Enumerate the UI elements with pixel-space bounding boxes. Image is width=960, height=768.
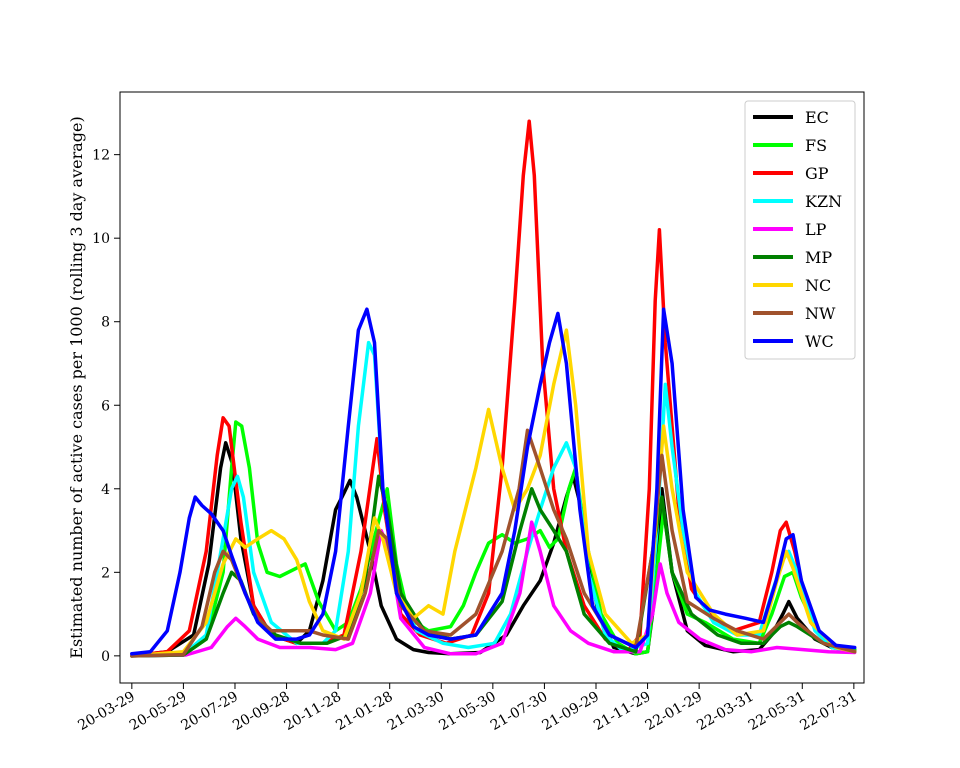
y-tick-label: 4 xyxy=(101,482,110,498)
series-line-lp xyxy=(130,520,857,658)
legend: EC FS GP KZN LP MP NC NW WC xyxy=(744,100,856,360)
x-tick-label: 20-07-29 xyxy=(179,689,241,734)
legend-label-kzn: KZN xyxy=(805,192,842,211)
legend-label-gp: GP xyxy=(805,164,829,183)
x-tick-label: 22-01-29 xyxy=(643,689,705,734)
x-tick-label: 20-09-28 xyxy=(230,689,292,734)
legend-label-nc: NC xyxy=(805,276,831,295)
x-tick-label: 21-03-30 xyxy=(385,689,447,734)
legend-box xyxy=(744,100,856,360)
x-tick-label: 22-07-31 xyxy=(797,689,859,734)
x-axis: 20-03-2920-05-2920-07-2920-09-2820-11-28… xyxy=(75,683,860,734)
legend-label-mp: MP xyxy=(805,248,832,267)
x-tick-label: 20-03-29 xyxy=(75,689,137,734)
legend-label-fs: FS xyxy=(805,136,827,155)
x-tick-label: 21-09-29 xyxy=(540,689,602,734)
x-tick-label: 22-05-31 xyxy=(746,689,808,734)
x-tick-label: 21-05-30 xyxy=(436,689,498,734)
series-line-fs xyxy=(130,420,857,658)
y-tick-label: 2 xyxy=(101,565,110,581)
x-tick-label: 22-03-31 xyxy=(694,689,756,734)
y-axis-label: Estimated number of active cases per 100… xyxy=(67,116,86,658)
x-tick-label: 21-07-30 xyxy=(488,689,550,734)
series-layer xyxy=(130,119,857,658)
x-tick-label: 21-11-29 xyxy=(591,689,653,734)
legend-label-lp: LP xyxy=(805,220,827,239)
legend-label-wc: WC xyxy=(805,332,834,351)
y-tick-label: 0 xyxy=(101,649,110,665)
x-tick-label: 21-01-28 xyxy=(333,689,395,734)
y-tick-label: 12 xyxy=(92,148,110,164)
series-line-wc xyxy=(130,307,857,656)
legend-label-ec: EC xyxy=(805,108,829,127)
y-tick-label: 10 xyxy=(92,231,110,247)
y-axis: 0 2 4 6 8 10 12 xyxy=(92,148,120,665)
y-tick-label: 8 xyxy=(101,315,110,331)
plot-frame xyxy=(119,91,865,684)
x-tick-label: 20-05-29 xyxy=(127,689,189,734)
y-tick-label: 6 xyxy=(101,398,110,414)
x-tick-label: 20-11-28 xyxy=(282,689,344,734)
legend-label-nw: NW xyxy=(805,304,836,323)
